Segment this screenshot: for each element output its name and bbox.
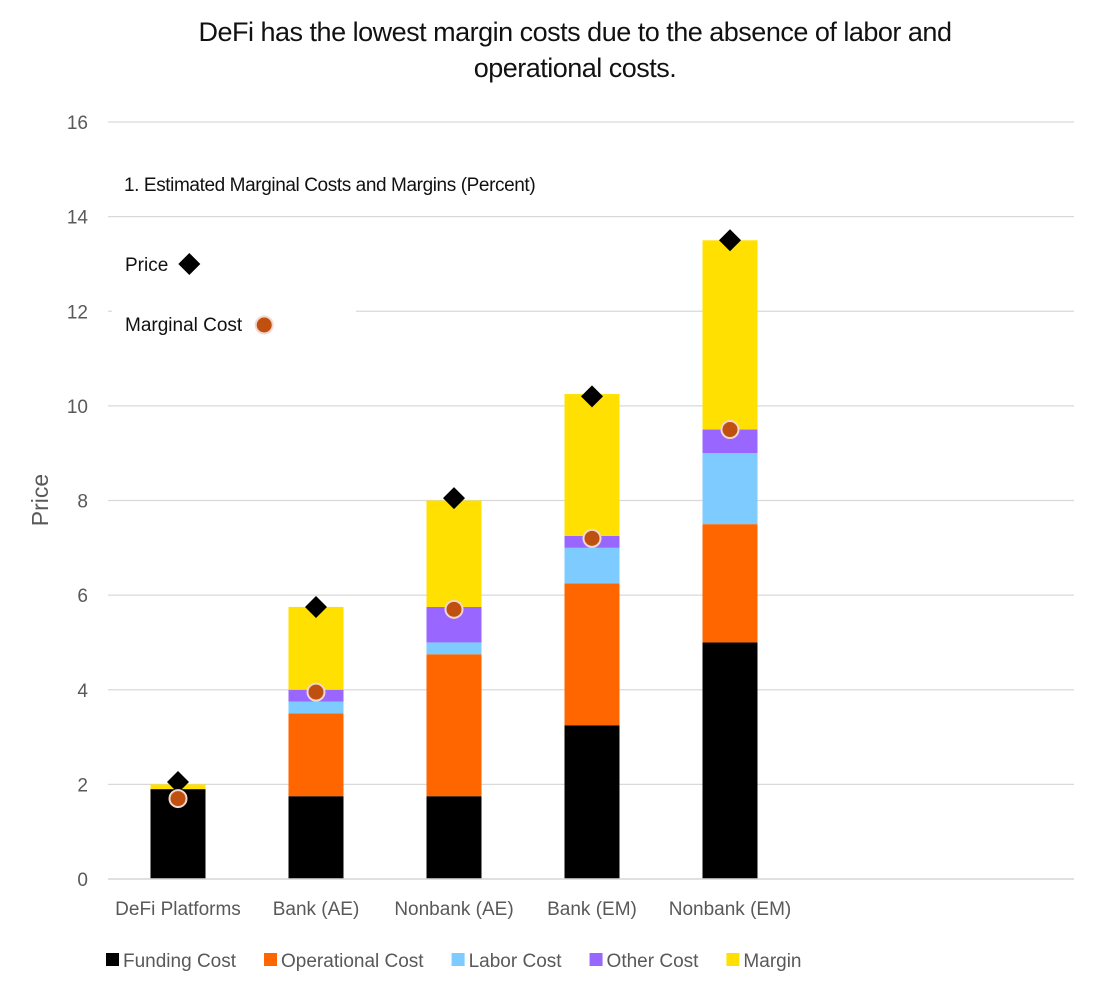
marker-key-label-marginal-cost: Marginal Cost — [125, 315, 243, 336]
marker-marginal-cost-nonbank-em — [720, 420, 740, 440]
x-tick-label-nonbank-ae: Nonbank (AE) — [394, 899, 513, 920]
legend-label-operational-cost: Operational Cost — [281, 951, 424, 972]
y-tick-label-14: 14 — [67, 208, 89, 229]
marker-marginal-cost-defi-platforms — [168, 789, 188, 809]
marker-key-label-price: Price — [125, 255, 168, 276]
bar-operational-cost-bank-em — [564, 583, 620, 726]
bar-funding-cost-nonbank-ae — [426, 796, 482, 879]
marker-price-bank-em — [581, 385, 603, 408]
marker-marginal-cost-bank-em — [582, 528, 602, 548]
marker-key-symbol-marginal-cost — [254, 315, 274, 335]
bar-margin-bank-ae — [288, 606, 344, 690]
marker-price-bank-ae — [305, 595, 327, 618]
bar-funding-cost-nonbank-em — [702, 642, 758, 879]
x-tick-label-defi-platforms: DeFi Platforms — [115, 899, 241, 920]
y-tick-label-2: 2 — [77, 775, 88, 796]
bar-funding-cost-bank-em — [564, 725, 620, 879]
y-tick-label-12: 12 — [67, 302, 88, 323]
y-tick-label-10: 10 — [67, 397, 88, 418]
bar-labor-cost-nonbank-em — [702, 453, 758, 525]
chart-title: DeFi has the lowest margin costs due to … — [198, 17, 952, 83]
bar-other-cost-nonbank-em — [702, 429, 758, 454]
marker-marginal-cost-bank-ae — [306, 682, 326, 702]
legend-swatch-other-cost — [589, 953, 603, 966]
x-tick-label-nonbank-em: Nonbank (EM) — [669, 899, 792, 920]
legend-swatch-margin — [726, 953, 740, 966]
y-tick-label-0: 0 — [77, 870, 88, 891]
chart-subtitle: 1. Estimated Marginal Costs and Margins … — [124, 175, 535, 196]
legend-swatch-operational-cost — [264, 953, 278, 966]
bar-labor-cost-bank-em — [564, 547, 620, 584]
legend-swatch-funding-cost — [106, 953, 119, 966]
bar-labor-cost-nonbank-ae — [426, 642, 482, 655]
y-axis-label: Price — [27, 474, 53, 526]
x-tick-label-bank-ae: Bank (AE) — [273, 899, 360, 920]
bar-margin-nonbank-ae — [426, 500, 482, 607]
marker-price-defi-platforms — [167, 771, 189, 794]
marker-price-nonbank-em — [719, 229, 741, 252]
legend-label-labor-cost: Labor Cost — [469, 951, 563, 972]
y-tick-label-16: 16 — [67, 113, 88, 134]
bar-labor-cost-bank-ae — [288, 701, 344, 714]
marker-key-background — [112, 240, 356, 350]
legend-label-margin: Margin — [743, 951, 801, 972]
marker-price-nonbank-ae — [443, 487, 465, 510]
legend-label-other-cost: Other Cost — [607, 951, 700, 972]
legend-swatch-labor-cost — [451, 953, 465, 966]
x-tick-label-bank-em: Bank (EM) — [547, 899, 637, 920]
bar-funding-cost-bank-ae — [288, 796, 344, 879]
marker-marginal-cost-nonbank-ae — [444, 599, 464, 619]
legend-label-funding-cost: Funding Cost — [123, 951, 237, 972]
bar-margin-bank-em — [564, 394, 620, 536]
marker-key-symbol-price — [178, 253, 201, 275]
bar-operational-cost-nonbank-em — [702, 524, 758, 643]
y-tick-label-4: 4 — [77, 681, 88, 702]
bar-operational-cost-nonbank-ae — [426, 654, 482, 797]
y-tick-label-8: 8 — [77, 492, 88, 513]
bar-operational-cost-bank-ae — [288, 713, 344, 797]
y-tick-label-6: 6 — [77, 586, 88, 607]
bar-margin-nonbank-em — [702, 240, 758, 430]
